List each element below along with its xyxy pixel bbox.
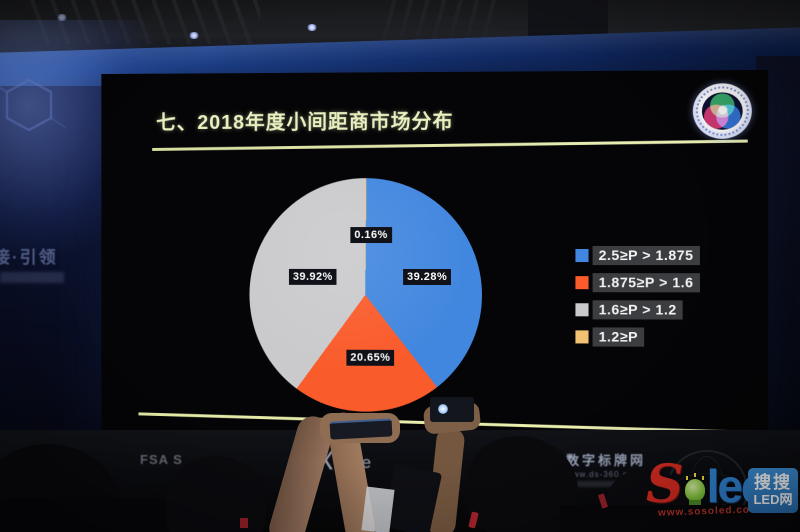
legend-label: 1.875≥P > 1.6 — [592, 273, 700, 293]
legend-swatch — [575, 330, 589, 344]
badge-line2: LED网 — [753, 491, 793, 507]
booth-fsa-text: FSA S — [140, 452, 183, 467]
person-head — [166, 456, 266, 532]
red-lanyard — [240, 518, 248, 528]
led-bulb-icon — [684, 473, 706, 505]
wall-slogan-text: 接·引领 — [0, 248, 58, 267]
slide-title: 七、2018年度小间距商市场分布 — [156, 110, 454, 135]
chart-legend: 2.5≥P > 1.875 1.875≥P > 1.6 1.6≥P > 1.2 … — [575, 245, 700, 347]
smartphone — [329, 418, 393, 440]
legend-item: 1.2≥P — [575, 327, 699, 347]
person-head — [466, 436, 578, 532]
pie-slice-label: 39.28% — [403, 268, 452, 286]
legend-item: 2.5≥P > 1.875 — [575, 245, 700, 266]
person-shoulder — [0, 498, 195, 532]
badge-line1: 搜搜 — [754, 473, 792, 492]
pie-slice-label: 20.65% — [346, 349, 395, 366]
legend-label: 2.5≥P > 1.875 — [592, 245, 700, 266]
ceiling-truss — [380, 0, 500, 40]
logo-center-dot — [718, 105, 728, 115]
ds360-name: 数字标牌网 — [566, 453, 647, 468]
ceiling-light — [188, 32, 200, 39]
sosoled-watermark: S led www.sosoled.com 搜搜 LED网 — [642, 458, 800, 530]
legend-item: 1.875≥P > 1.6 — [575, 273, 700, 293]
legend-swatch — [575, 248, 589, 263]
smartphone — [430, 397, 474, 422]
wall-slogan-subtext — [0, 272, 64, 283]
association-logo-core — [701, 92, 743, 130]
brand-letter-s: S — [646, 454, 684, 516]
legend-item: 1.6≥P > 1.2 — [575, 300, 699, 320]
association-logo — [692, 83, 752, 139]
pie-chart — [249, 177, 482, 413]
legend-swatch — [575, 303, 589, 317]
ceiling-light — [306, 24, 318, 31]
hexagon-pattern — [0, 78, 67, 132]
legend-swatch — [575, 276, 589, 290]
conference-badge — [361, 486, 395, 532]
led-screen: 七、2018年度小间距商市场分布 0.16% 39.28% 39.92% 20.… — [101, 69, 769, 437]
ceiling-light — [56, 14, 68, 21]
ds360-url: www.ds-360.com — [566, 470, 641, 479]
watermark-url: www.sosoled.com — [657, 504, 761, 519]
sousou-led-badge: 搜搜 LED网 — [748, 468, 798, 513]
pie-slice-label: 0.16% — [350, 227, 392, 244]
pie-slice-label: 39.92% — [288, 268, 337, 285]
legend-label: 1.2≥P — [592, 327, 645, 347]
title-underline — [152, 139, 748, 151]
legend-label: 1.6≥P > 1.2 — [592, 300, 683, 320]
ceiling-truss — [30, 0, 260, 44]
